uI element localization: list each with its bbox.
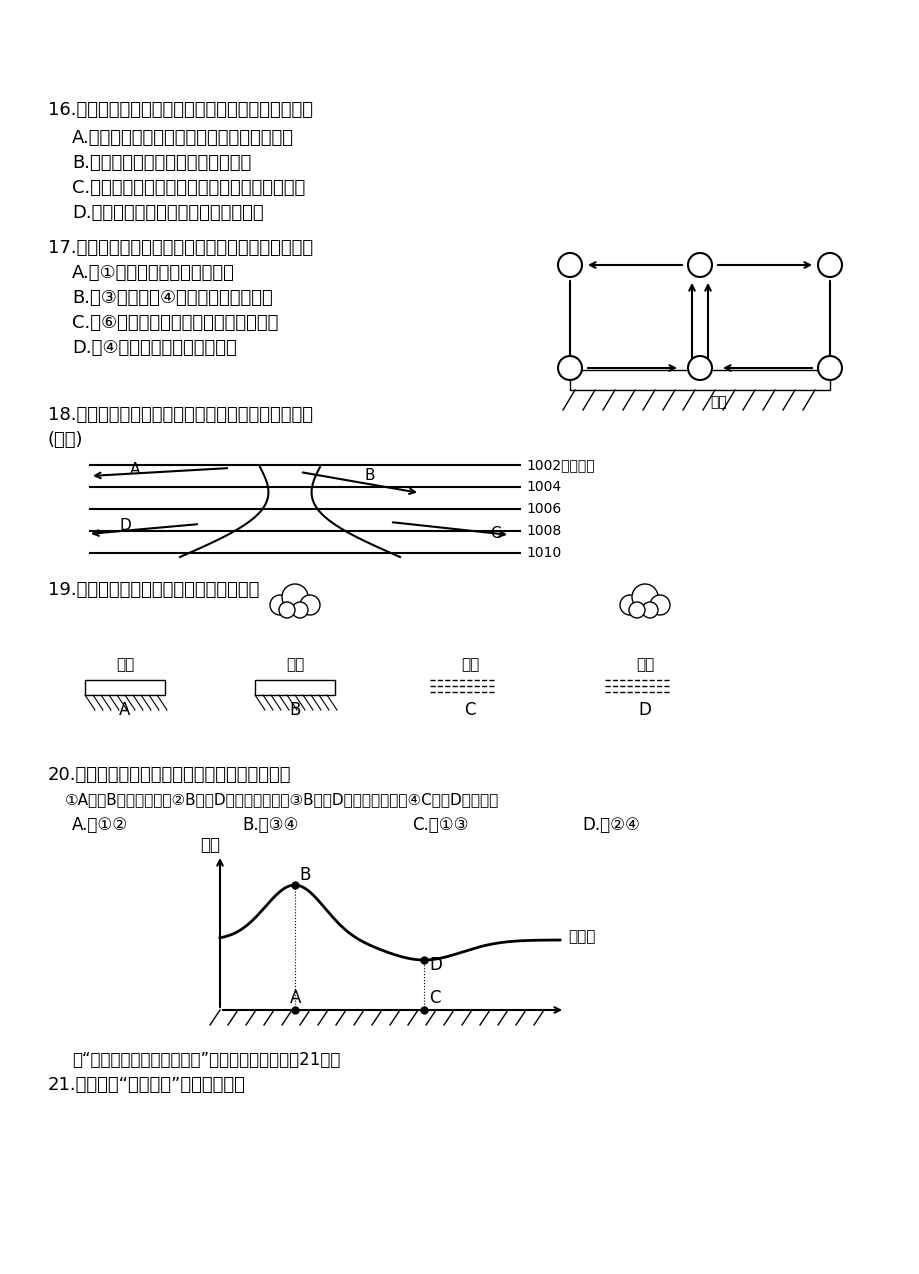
- Circle shape: [558, 254, 582, 276]
- Text: 海洋: 海洋: [460, 657, 479, 673]
- Text: C: C: [464, 701, 475, 719]
- Circle shape: [278, 603, 295, 618]
- Text: ①A点比B点气压低　　②B点比D点气压高　　　③B点和D点气压相等　　④C点比D点气压高: ①A点比B点气压低 ②B点比D点气压高 ③B点和D点气压相等 ④C点比D点气压高: [65, 792, 499, 808]
- Circle shape: [629, 603, 644, 618]
- Circle shape: [650, 595, 669, 615]
- Text: B.　大气的物理过程不伴随能量转换: B. 大气的物理过程不伴随能量转换: [72, 154, 251, 172]
- Circle shape: [300, 595, 320, 615]
- Circle shape: [558, 355, 582, 380]
- Text: ⑤: ⑤: [563, 259, 575, 271]
- Text: B.　③④: B. ③④: [242, 817, 298, 834]
- Text: 1008: 1008: [526, 524, 561, 538]
- Text: 1010: 1010: [526, 547, 561, 561]
- Text: 陆地: 陆地: [286, 657, 304, 673]
- Text: A.　①②: A. ①②: [72, 817, 128, 834]
- Circle shape: [817, 355, 841, 380]
- Circle shape: [641, 603, 657, 618]
- Circle shape: [687, 254, 711, 276]
- Text: D.　②④: D. ②④: [582, 817, 640, 834]
- Text: 高度: 高度: [199, 836, 220, 854]
- Circle shape: [291, 603, 308, 618]
- Circle shape: [269, 595, 289, 615]
- Text: 21.　图中的“丙气压带”是指（　　）: 21. 图中的“丙气压带”是指（ ）: [48, 1077, 245, 1094]
- Bar: [255, 680, 335, 696]
- Text: 海洋: 海洋: [635, 657, 653, 673]
- Text: 读“全球近地面气压带和风带”局部示意图，完成第21题。: 读“全球近地面气压带和风带”局部示意图，完成第21题。: [72, 1051, 340, 1069]
- Text: C.　太阳辐射能在传播过程中，少部分到达地面: C. 太阳辐射能在传播过程中，少部分到达地面: [72, 180, 305, 197]
- Bar: [570, 369, 829, 390]
- Text: ②: ②: [694, 259, 705, 271]
- Text: B: B: [300, 866, 311, 884]
- Text: 16.　关于大气受热过程的说法正确的是：（　　　）: 16. 关于大气受热过程的说法正确的是：（ ）: [48, 101, 312, 118]
- Text: B.　③处气压较④处高，所以空气下沉: B. ③处气压较④处高，所以空气下沉: [72, 289, 272, 307]
- Text: D: D: [638, 701, 651, 719]
- Text: D: D: [428, 956, 441, 975]
- Circle shape: [619, 595, 640, 615]
- Text: 1006: 1006: [526, 502, 561, 516]
- Text: C: C: [490, 526, 500, 541]
- Text: A.　地球大气最重要的能量来源是太阳辐射能: A. 地球大气最重要的能量来源是太阳辐射能: [72, 129, 294, 147]
- Text: ③: ③: [823, 259, 834, 271]
- Text: ①: ①: [694, 362, 705, 375]
- Text: D.　大气增温的热量直接来自太阳辐射: D. 大气增温的热量直接来自太阳辐射: [72, 204, 264, 222]
- Circle shape: [282, 583, 308, 610]
- Text: 19.下图中，昼夜温差最小的是：（　　）: 19.下图中，昼夜温差最小的是：（ ）: [48, 581, 259, 599]
- Circle shape: [631, 583, 657, 610]
- Text: C: C: [428, 989, 440, 1006]
- Text: A: A: [119, 701, 130, 719]
- Text: 18.下图为南半球等压线分布示意图，风向正确的是：: 18.下图为南半球等压线分布示意图，风向正确的是：: [48, 406, 312, 424]
- Bar: [85, 680, 165, 696]
- Text: 等压面: 等压面: [567, 930, 595, 944]
- Text: D.　④处气温低，空气收缩下沉: D. ④处气温低，空气收缩下沉: [72, 339, 236, 357]
- Text: (　　): ( ): [48, 431, 84, 448]
- Text: ④: ④: [823, 362, 834, 375]
- Text: 17.　关于右图中空气运动的说法正确的是：（　　）: 17. 关于右图中空气运动的说法正确的是：（ ）: [48, 240, 312, 257]
- Text: C.　①③: C. ①③: [412, 817, 468, 834]
- Text: D: D: [119, 517, 131, 533]
- Text: C.　⑥处气温高、气压低，空气下沉补充: C. ⑥处气温高、气压低，空气下沉补充: [72, 313, 278, 333]
- Text: 20.下图中各点之间的气压关系正确的是（　　）: 20.下图中各点之间的气压关系正确的是（ ）: [48, 766, 291, 784]
- Text: B: B: [289, 701, 301, 719]
- Text: 地面: 地面: [709, 395, 726, 409]
- Circle shape: [817, 254, 841, 276]
- Text: A: A: [130, 462, 141, 478]
- Text: B: B: [365, 469, 375, 484]
- Text: 1004: 1004: [526, 480, 561, 494]
- Text: 1002（百帕）: 1002（百帕）: [526, 457, 594, 471]
- Text: A.　①处空气上升是因为气压高: A. ①处空气上升是因为气压高: [72, 264, 234, 282]
- Circle shape: [687, 355, 711, 380]
- Text: 陆地: 陆地: [116, 657, 134, 673]
- Text: ⑥: ⑥: [563, 362, 575, 375]
- Text: A: A: [289, 989, 301, 1006]
